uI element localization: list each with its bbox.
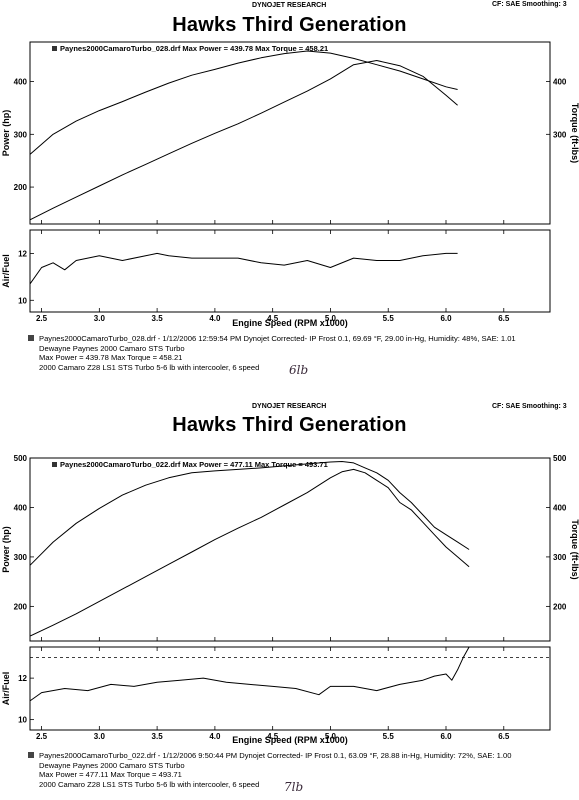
x-tick-label: 3.5 <box>152 314 164 323</box>
dyno-chart: 2.5 3.0 3.5 4.0 4.5 5.0 5.5 6.0 6.5 200 300 400 500 2… <box>1 454 579 745</box>
power-curve <box>29 60 458 221</box>
dyno-sheet-bottom: DYNOJET RESEARCH CF: SAE Smoothing: 3 Ha… <box>0 400 579 800</box>
af-curve <box>29 252 458 285</box>
af-curve <box>29 646 470 702</box>
torque-tick-label: 400 <box>553 78 567 87</box>
x-axis-label: Engine Speed (RPM x1000) <box>232 318 348 328</box>
power-axis-label: Power (hp) <box>1 526 11 573</box>
caption-line-1-text: Paynes2000CamaroTurbo_022.drf - 1/12/200… <box>39 751 512 760</box>
af-tick-label: 12 <box>18 249 27 258</box>
torque-tick-label: 300 <box>553 130 567 139</box>
airfuel-axis-label: Air/Fuel <box>1 672 11 706</box>
power-plot-frame <box>29 41 551 225</box>
af-tick-label: 10 <box>18 716 27 725</box>
legend-swatch <box>52 462 57 467</box>
caption-line-1: Paynes2000CamaroTurbo_022.drf - 1/12/200… <box>28 751 511 761</box>
power-tick-label: 300 <box>14 553 28 562</box>
caption-line-3: Max Power = 477.11 Max Torque = 493.71 <box>39 770 182 780</box>
x-tick-label: 5.0 <box>325 732 337 741</box>
x-tick-label: 3.5 <box>152 732 164 741</box>
run-color-swatch <box>28 335 34 341</box>
caption-line-2: Dewayne Paynes 2000 Camaro STS Turbo <box>39 343 185 353</box>
legend-entry: Paynes2000CamaroTurbo_022.drf Max Power … <box>60 460 328 469</box>
x-tick-label: 6.0 <box>440 732 452 741</box>
af-tick-label: 12 <box>18 674 27 683</box>
x-tick-label: 4.0 <box>209 314 221 323</box>
caption-line-1: Paynes2000CamaroTurbo_028.drf - 1/12/200… <box>28 334 516 344</box>
x-axis-label: Engine Speed (RPM x1000) <box>232 735 348 745</box>
x-tick-label: 2.5 <box>36 314 48 323</box>
x-tick-label: 4.5 <box>267 732 279 741</box>
caption-line-2: Dewayne Paynes 2000 Camaro STS Turbo <box>39 760 185 770</box>
airfuel-axis-label: Air/Fuel <box>1 254 11 288</box>
torque-tick-label: 300 <box>553 553 567 562</box>
legend-swatch <box>52 46 57 51</box>
dyno-chart: 2.5 3.0 3.5 4.0 4.5 5.0 5.5 6.0 6.5 200 300 400 300 4… <box>1 41 579 328</box>
airfuel-plot-frame <box>29 646 551 731</box>
x-tick-label: 6.5 <box>498 732 510 741</box>
header-dynojet: DYNOJET RESEARCH <box>252 2 327 9</box>
caption-line-4: 2000 Camaro Z28 LS1 STS Turbo 5-6 lb wit… <box>39 779 260 789</box>
power-tick-label: 200 <box>14 183 28 192</box>
x-tick-label: 2.5 <box>36 732 48 741</box>
torque-tick-label: 400 <box>553 503 567 512</box>
torque-curve <box>29 50 458 155</box>
run-caption: Paynes2000CamaroTurbo_028.drf - 1/12/200… <box>28 334 516 372</box>
header-cf-smoothing: CF: SAE Smoothing: 3 <box>492 1 567 8</box>
legend-entry: Paynes2000CamaroTurbo_028.drf Max Power … <box>60 44 328 53</box>
x-tick-label: 6.5 <box>498 314 510 323</box>
torque-tick-label: 200 <box>553 602 567 611</box>
torque-axis-label: Torque (ft-lbs) <box>570 103 579 163</box>
power-tick-label: 500 <box>14 454 28 463</box>
power-tick-label: 300 <box>14 130 28 139</box>
x-tick-label: 5.5 <box>383 732 395 741</box>
caption-line-3: Max Power = 439.78 Max Torque = 458.21 <box>39 353 183 363</box>
header-cf-smoothing: CF: SAE Smoothing: 3 <box>492 403 567 410</box>
power-plot-frame <box>29 457 551 642</box>
power-tick-label: 200 <box>14 602 28 611</box>
power-axis-label: Power (hp) <box>1 110 11 157</box>
caption-line-1-text: Paynes2000CamaroTurbo_028.drf - 1/12/200… <box>39 334 516 343</box>
x-tick-label: 4.0 <box>209 732 221 741</box>
power-tick-label: 400 <box>14 503 28 512</box>
x-tick-label: 5.5 <box>383 314 395 323</box>
run-caption: Paynes2000CamaroTurbo_022.drf - 1/12/200… <box>28 751 511 789</box>
handwritten-note: 6lb <box>289 363 309 377</box>
chart-title: Hawks Third Generation <box>172 414 407 436</box>
x-tick-label: 3.0 <box>94 732 106 741</box>
x-tick-label: 3.0 <box>94 314 106 323</box>
caption-line-4: 2000 Camaro Z28 LS1 STS Turbo 5-6 lb wit… <box>39 362 260 372</box>
power-curve <box>29 468 470 637</box>
airfuel-plot-frame <box>29 229 551 313</box>
run-color-swatch <box>28 752 34 758</box>
torque-tick-label: 500 <box>553 454 567 463</box>
x-tick-label: 6.0 <box>440 314 452 323</box>
torque-axis-label: Torque (ft-lbs) <box>570 519 579 579</box>
power-tick-label: 400 <box>14 78 28 87</box>
chart-title: Hawks Third Generation <box>172 14 407 36</box>
handwritten-note: 7lb <box>284 780 304 794</box>
dyno-sheet-top: DYNOJET RESEARCH CF: SAE Smoothing: 3 Ha… <box>1 1 579 377</box>
header-dynojet: DYNOJET RESEARCH <box>252 403 327 410</box>
torque-curve <box>29 461 470 566</box>
x-tick-label: 4.5 <box>267 314 279 323</box>
af-tick-label: 10 <box>18 296 27 305</box>
x-tick-label: 5.0 <box>325 314 337 323</box>
